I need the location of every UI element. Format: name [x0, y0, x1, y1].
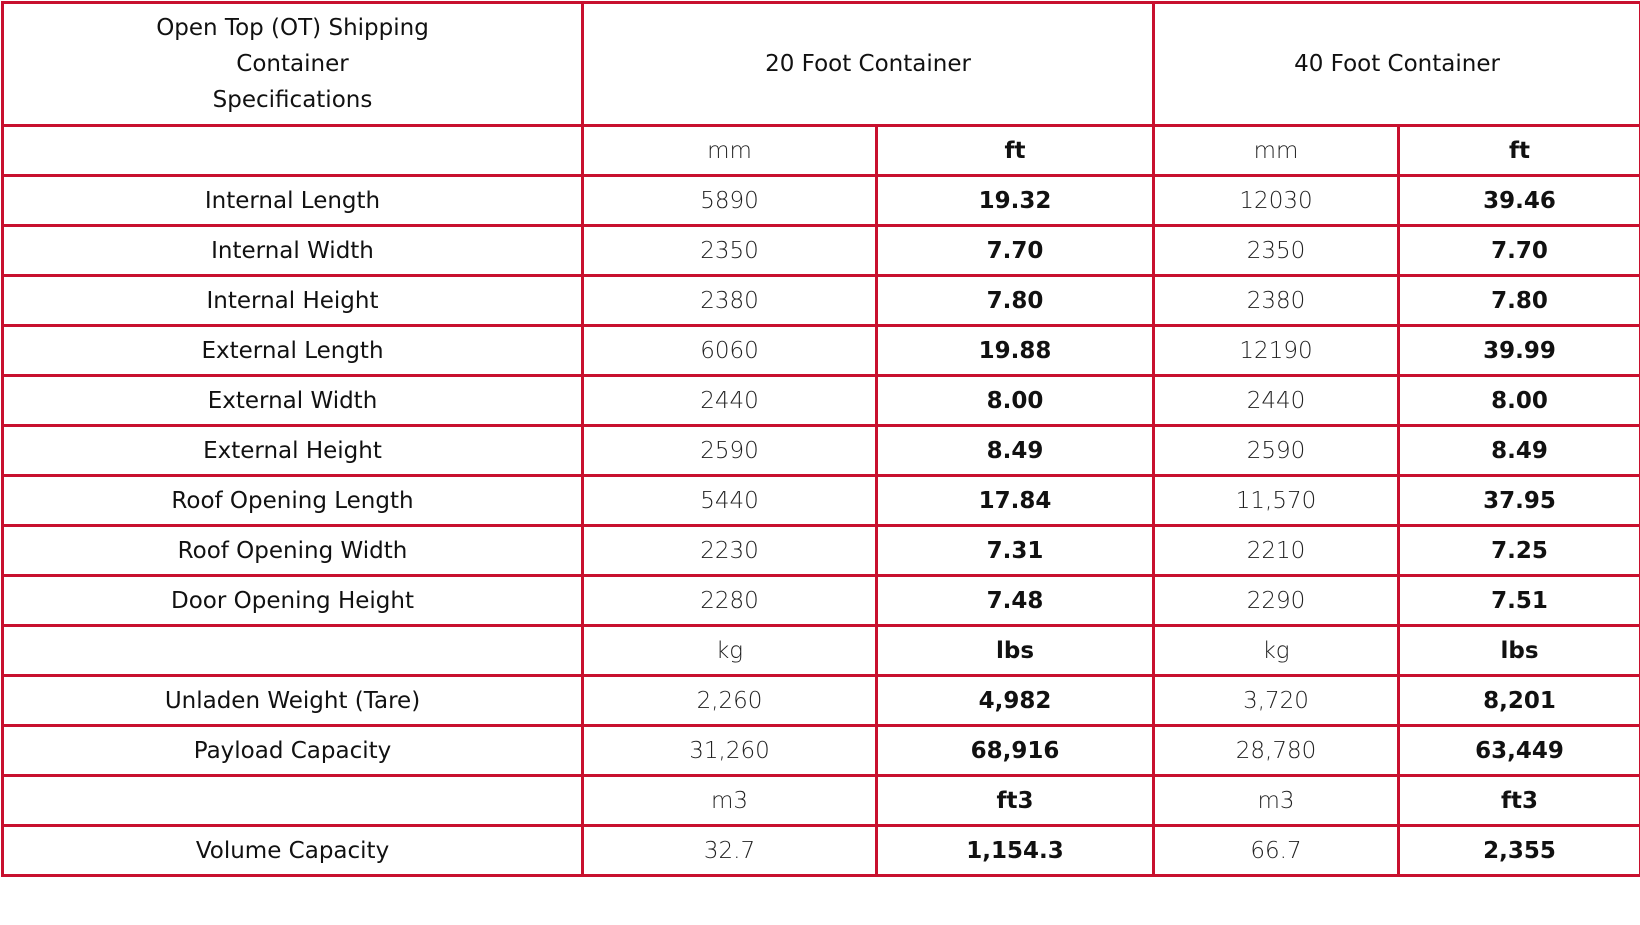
cell-40-metric: 66.7	[1154, 826, 1399, 876]
cell-20-metric: mm	[583, 126, 877, 176]
cell-20-imperial: 7.31	[877, 526, 1154, 576]
cell-40-metric: m3	[1154, 776, 1399, 826]
table-title: Open Top (OT) Shipping Container Specifi…	[3, 3, 583, 126]
cell-40-metric: 11,570	[1154, 476, 1399, 526]
cell-20-imperial: 19.88	[877, 326, 1154, 376]
row-label	[3, 626, 583, 676]
cell-40-metric: 12190	[1154, 326, 1399, 376]
cell-40-imperial: 8,201	[1399, 676, 1640, 726]
header-40-foot: 40 Foot Container	[1154, 3, 1640, 126]
specifications-table: Open Top (OT) Shipping Container Specifi…	[1, 1, 1640, 877]
title-line: Specifications	[4, 82, 581, 118]
cell-40-imperial: 7.70	[1399, 226, 1640, 276]
cell-40-metric: 2440	[1154, 376, 1399, 426]
row-label: Unladen Weight (Tare)	[3, 676, 583, 726]
row-label: Internal Height	[3, 276, 583, 326]
cell-20-imperial: 8.49	[877, 426, 1154, 476]
cell-20-metric: m3	[583, 776, 877, 826]
cell-40-metric: 2350	[1154, 226, 1399, 276]
row-label: Roof Opening Length	[3, 476, 583, 526]
cell-40-imperial: 39.46	[1399, 176, 1640, 226]
cell-20-imperial: 1,154.3	[877, 826, 1154, 876]
cell-40-metric: 2290	[1154, 576, 1399, 626]
cell-40-imperial: 39.99	[1399, 326, 1640, 376]
row-label: Roof Opening Width	[3, 526, 583, 576]
cell-20-imperial: 4,982	[877, 676, 1154, 726]
row-label: External Length	[3, 326, 583, 376]
cell-20-imperial: 7.80	[877, 276, 1154, 326]
cell-40-imperial: 7.25	[1399, 526, 1640, 576]
cell-40-imperial: 7.80	[1399, 276, 1640, 326]
title-line: Container	[4, 46, 581, 82]
cell-20-imperial: 7.70	[877, 226, 1154, 276]
cell-20-metric: kg	[583, 626, 877, 676]
row-label: External Height	[3, 426, 583, 476]
cell-20-imperial: 19.32	[877, 176, 1154, 226]
cell-20-metric: 5890	[583, 176, 877, 226]
cell-40-metric: 2210	[1154, 526, 1399, 576]
cell-20-metric: 5440	[583, 476, 877, 526]
cell-40-imperial: 8.00	[1399, 376, 1640, 426]
cell-20-imperial: 68,916	[877, 726, 1154, 776]
cell-20-metric: 2350	[583, 226, 877, 276]
cell-20-metric: 2230	[583, 526, 877, 576]
cell-20-imperial: ft3	[877, 776, 1154, 826]
row-label: Door Opening Height	[3, 576, 583, 626]
cell-20-metric: 6060	[583, 326, 877, 376]
cell-20-metric: 2280	[583, 576, 877, 626]
cell-40-metric: kg	[1154, 626, 1399, 676]
row-label: Volume Capacity	[3, 826, 583, 876]
cell-20-imperial: ft	[877, 126, 1154, 176]
cell-20-metric: 2590	[583, 426, 877, 476]
row-label: Internal Width	[3, 226, 583, 276]
cell-20-imperial: 8.00	[877, 376, 1154, 426]
header-20-foot: 20 Foot Container	[583, 3, 1154, 126]
cell-40-imperial: lbs	[1399, 626, 1640, 676]
cell-40-metric: 2590	[1154, 426, 1399, 476]
cell-40-imperial: 63,449	[1399, 726, 1640, 776]
cell-40-imperial: 8.49	[1399, 426, 1640, 476]
cell-20-metric: 2,260	[583, 676, 877, 726]
row-label: External Width	[3, 376, 583, 426]
cell-40-metric: 28,780	[1154, 726, 1399, 776]
row-label	[3, 126, 583, 176]
cell-40-imperial: 7.51	[1399, 576, 1640, 626]
cell-40-metric: 2380	[1154, 276, 1399, 326]
cell-40-metric: mm	[1154, 126, 1399, 176]
title-line: Open Top (OT) Shipping	[4, 10, 581, 46]
cell-20-imperial: 17.84	[877, 476, 1154, 526]
cell-40-metric: 3,720	[1154, 676, 1399, 726]
cell-20-metric: 32.7	[583, 826, 877, 876]
row-label: Payload Capacity	[3, 726, 583, 776]
cell-40-imperial: 37.95	[1399, 476, 1640, 526]
row-label	[3, 776, 583, 826]
cell-40-metric: 12030	[1154, 176, 1399, 226]
cell-20-metric: 2440	[583, 376, 877, 426]
cell-20-metric: 2380	[583, 276, 877, 326]
cell-20-imperial: lbs	[877, 626, 1154, 676]
cell-40-imperial: 2,355	[1399, 826, 1640, 876]
header-row: Open Top (OT) Shipping Container Specifi…	[3, 3, 1640, 126]
cell-40-imperial: ft	[1399, 126, 1640, 176]
cell-40-imperial: ft3	[1399, 776, 1640, 826]
cell-20-imperial: 7.48	[877, 576, 1154, 626]
cell-20-metric: 31,260	[583, 726, 877, 776]
row-label: Internal Length	[3, 176, 583, 226]
